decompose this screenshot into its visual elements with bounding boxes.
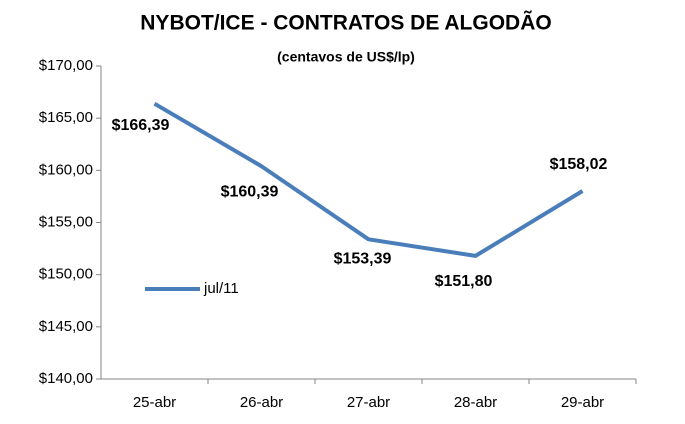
y-tick-label: $145,00	[39, 318, 93, 335]
data-label: $151,80	[435, 273, 493, 290]
chart-title: NYBOT/ICE - CONTRATOS DE ALGODÃO	[140, 12, 551, 35]
data-label: $153,39	[334, 251, 392, 268]
y-tick-label: $165,00	[39, 109, 93, 126]
x-tick-label: 26-abr	[240, 394, 283, 411]
x-tick-label: 28-abr	[454, 394, 497, 411]
y-tick-label: $155,00	[39, 213, 93, 230]
y-tick-label: $150,00	[39, 266, 93, 283]
legend-label: jul/11	[203, 280, 239, 297]
data-label: $158,02	[550, 156, 608, 173]
data-line	[153, 101, 584, 258]
y-tick-label: $160,00	[39, 161, 93, 178]
data-label: $160,39	[221, 183, 279, 200]
chart-subtitle: (centavos de US$/lp)	[277, 49, 415, 65]
x-tick-label: 27-abr	[347, 394, 390, 411]
x-tick-label: 29-abr	[561, 394, 604, 411]
y-tick-label: $140,00	[39, 370, 93, 387]
y-tick-label: $170,00	[39, 57, 93, 74]
data-label: $166,39	[112, 117, 170, 134]
x-tick-label: 25-abr	[133, 394, 176, 411]
